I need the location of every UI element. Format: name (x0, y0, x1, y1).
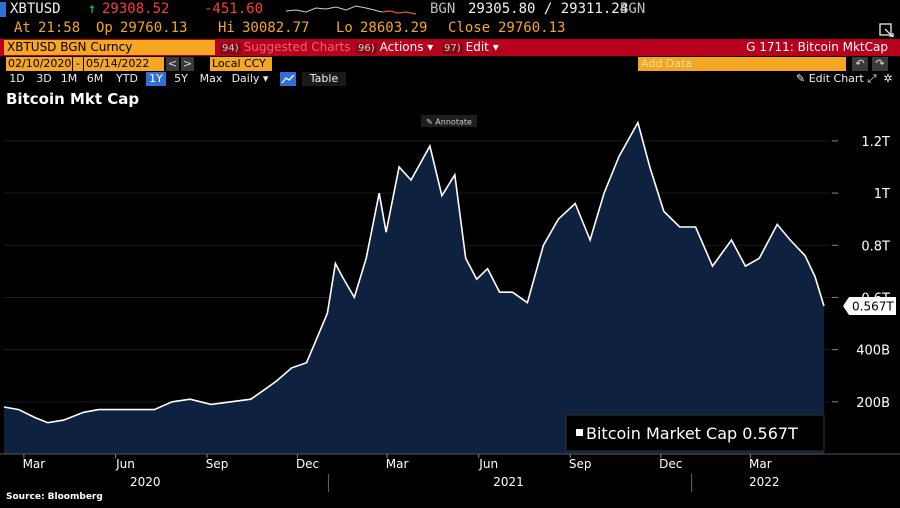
command-bar: XBTUSD BGN Curncy 94) Suggested Charts 96… (0, 39, 900, 56)
popout-icon[interactable] (878, 21, 896, 37)
market-cap-line (3, 120, 825, 424)
undo-icon[interactable]: ↶ (852, 57, 868, 71)
net-change: -451.60 (204, 1, 264, 17)
quote-row-2: At 21:58 Op 29760.13 Hi 30082.77 Lo 2860… (0, 19, 900, 38)
security-field[interactable]: XBTUSD BGN Curncy (4, 40, 215, 55)
x-year-label: 2021 (493, 475, 524, 489)
period-button-5y[interactable]: 5Y (174, 72, 188, 85)
edit-label: Edit ▾ (465, 40, 499, 54)
y-tick-label: 1.2T (861, 135, 890, 150)
redo-icon[interactable]: ↷ (872, 57, 888, 71)
close-price: 29760.13 (498, 20, 566, 36)
period-button-3d[interactable]: 3D (36, 72, 52, 85)
last-price: 29308.52 (102, 1, 170, 17)
security-marker (0, 2, 6, 17)
date-separator: - (73, 57, 83, 71)
expand-icon[interactable]: ⤢ (867, 72, 877, 85)
start-date-input[interactable]: 02/10/2020 (6, 57, 72, 71)
date-range-row: 02/10/2020 - 05/14/2022 < > Local CCY Ad… (0, 57, 900, 72)
bid-ask: 29305.80 / 29311.24 (468, 1, 629, 17)
currency-select[interactable]: Local CCY (210, 57, 272, 71)
x-month-label: Mar (386, 457, 409, 471)
legend-swatch (576, 429, 583, 436)
period-button-max[interactable]: Max (199, 72, 223, 85)
frequency-select[interactable]: Daily ▾ (231, 72, 269, 85)
y-tick-label: 200B (856, 396, 890, 411)
open-label: Op (96, 20, 113, 36)
function-title: G 1711: Bitcoin MktCap (746, 40, 888, 54)
market-cap-area (4, 122, 824, 454)
high-price: 30082.77 (242, 20, 310, 36)
prev-period-button[interactable]: < (166, 57, 179, 71)
period-button-6m[interactable]: 6M (86, 72, 104, 85)
high-label: Hi (218, 20, 235, 36)
close-label: Close (448, 20, 491, 36)
actions-number: 96) (356, 43, 377, 54)
last-value-tag: 0.567T (843, 297, 896, 316)
last-value-label: 0.567T (852, 300, 894, 314)
suggested-charts-number: 94) (220, 43, 241, 54)
edit-menu[interactable]: 97) Edit ▾ (442, 40, 499, 55)
x-year-label: 2020 (130, 475, 161, 489)
x-month-label: Jun (115, 457, 135, 471)
chart-title: Bitcoin Mkt Cap (6, 90, 140, 108)
y-tick-label: 400B (856, 344, 890, 359)
price-source: BGN (430, 1, 456, 17)
annotate-label: ✎ Annotate (426, 118, 472, 127)
period-row: 1D 3D 1M 6M YTD 1Y 5Y Max Daily ▾ Table ✎ Edit … (0, 72, 900, 87)
low-price: 28603.29 (360, 20, 428, 36)
gear-icon[interactable]: ✲ (883, 72, 893, 85)
period-button-1m[interactable]: 1M (60, 72, 78, 85)
x-month-label: Mar (749, 457, 772, 471)
x-month-label: Dec (296, 457, 319, 471)
actions-label: Actions ▾ (379, 40, 434, 54)
x-month-label: Sep (206, 457, 229, 471)
suggested-charts-menu[interactable]: 94) Suggested Charts (220, 40, 350, 55)
period-button-1d[interactable]: 1D (9, 72, 25, 85)
source-label: Source: Bloomberg (6, 492, 103, 502)
line-chart-icon[interactable] (280, 72, 296, 86)
next-period-button[interactable]: > (181, 57, 194, 71)
quote-time: 21:58 (38, 20, 81, 36)
time-label: At (14, 20, 31, 36)
edit-chart-button[interactable]: ✎ Edit Chart (796, 72, 864, 85)
y-tick-label: 0.8T (861, 239, 890, 254)
quote-row-1: XBTUSD ↑ 29308.52 -451.60 BGN 29305.80 /… (0, 0, 900, 19)
period-button-1y[interactable]: 1Y (146, 72, 166, 86)
x-month-label: Sep (569, 457, 592, 471)
open-price: 29760.13 (120, 20, 188, 36)
legend-label: Bitcoin Market Cap 0.567T (586, 424, 798, 443)
legend-box: Bitcoin Market Cap 0.567T (565, 414, 825, 452)
ticker: XBTUSD (10, 1, 61, 17)
x-month-label: Mar (23, 457, 46, 471)
end-date-input[interactable]: 05/14/2022 (84, 57, 164, 71)
suggested-charts-label: Suggested Charts (243, 40, 351, 54)
up-arrow-icon: ↑ (88, 1, 97, 17)
add-data-input[interactable]: Add Data (638, 57, 846, 71)
low-label: Lo (336, 20, 353, 36)
annotate-button[interactable]: ✎ Annotate (421, 115, 477, 127)
table-button[interactable]: Table (302, 72, 346, 86)
x-year-label: 2022 (749, 475, 780, 489)
x-month-label: Dec (659, 457, 682, 471)
x-month-label: Jun (478, 457, 498, 471)
actions-menu[interactable]: 96) Actions ▾ (356, 40, 433, 55)
sparkline (286, 5, 417, 15)
y-tick-label: 1T (874, 187, 890, 202)
period-button-ytd[interactable]: YTD (116, 72, 138, 85)
bid-ask-source: BGN (620, 1, 646, 17)
edit-number: 97) (442, 43, 463, 54)
